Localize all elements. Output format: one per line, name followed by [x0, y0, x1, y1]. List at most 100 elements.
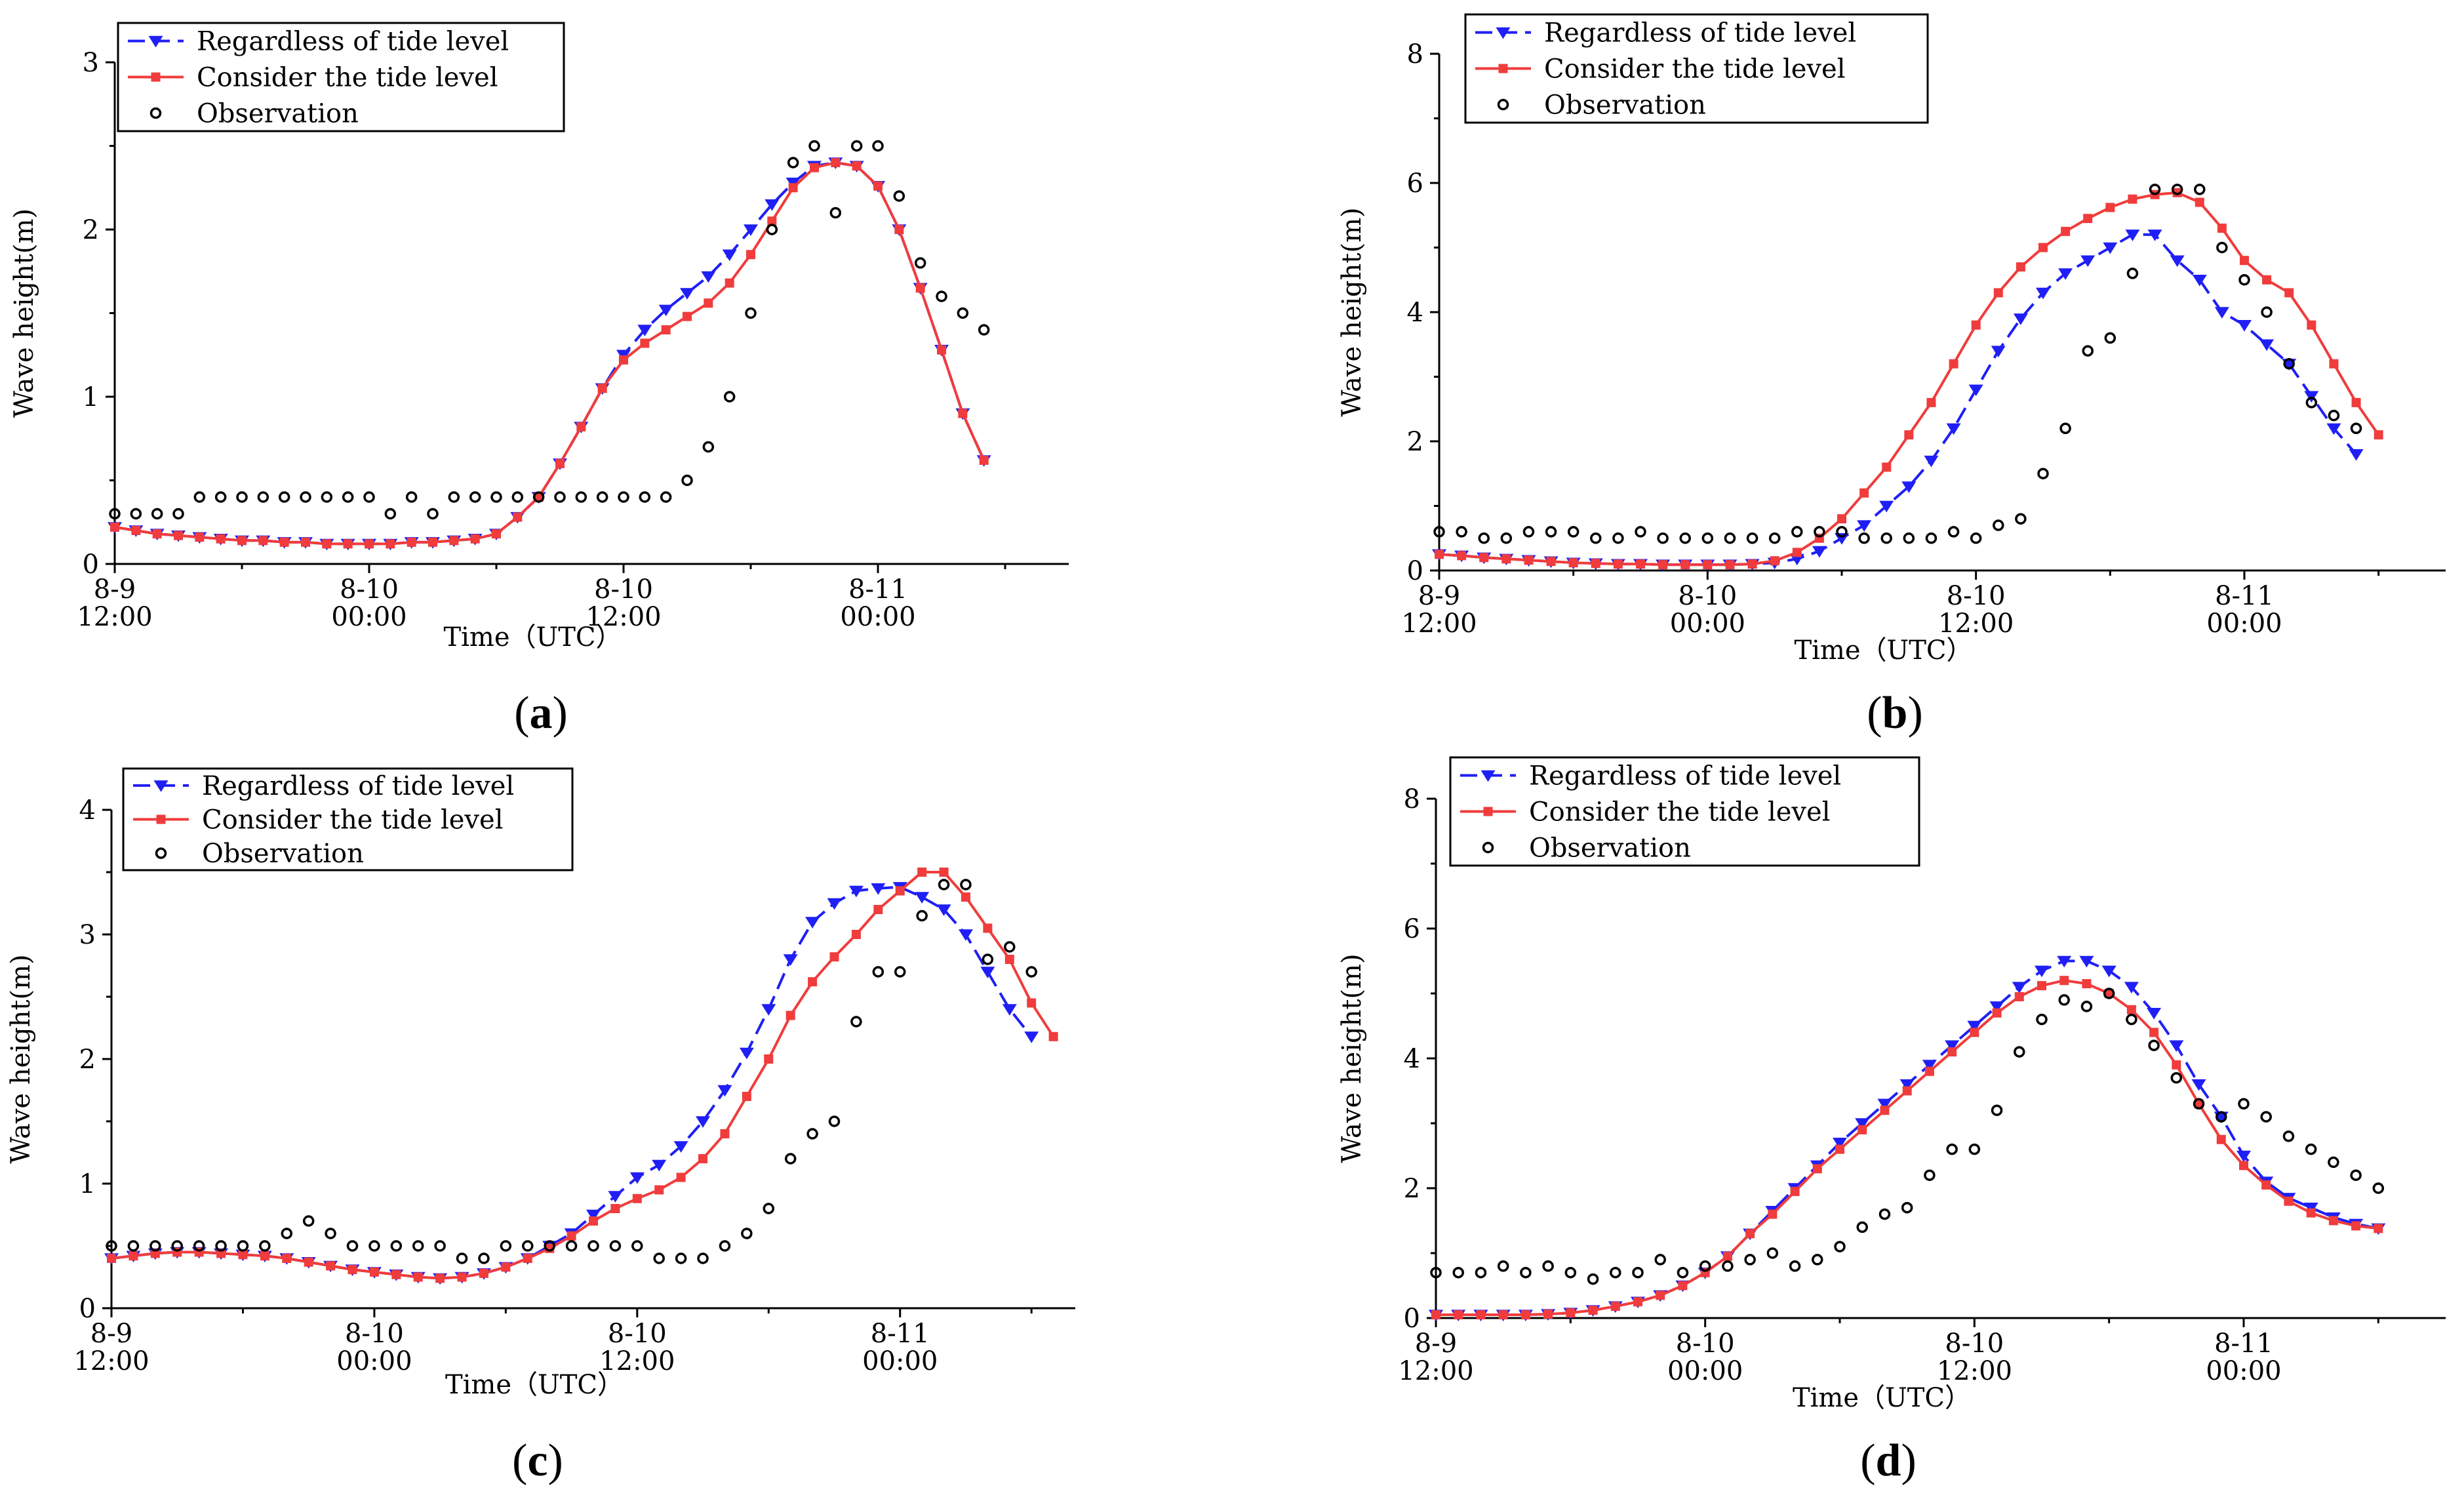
data-point-consider — [788, 183, 798, 193]
data-point-observation — [894, 966, 906, 978]
data-point-observation — [171, 1240, 183, 1252]
data-point-consider — [195, 532, 205, 542]
data-point-observation — [938, 879, 950, 891]
data-point-observation — [2350, 422, 2362, 435]
data-point-consider — [1947, 1047, 1957, 1057]
data-point-consider — [619, 355, 628, 365]
data-point-observation — [1834, 1241, 1846, 1252]
data-point-consider — [894, 225, 904, 234]
data-point-consider — [428, 537, 437, 547]
y-tick-label: 0 — [1407, 556, 1423, 586]
data-point-observation — [829, 207, 842, 219]
data-point-observation — [1545, 526, 1557, 538]
data-point-observation — [1724, 532, 1736, 544]
data-point-observation — [1677, 1266, 1689, 1279]
data-point-observation — [618, 491, 629, 503]
data-point-consider — [1971, 320, 1981, 330]
data-point-observation — [1924, 1169, 1936, 1181]
legend-label-observation: Observation — [202, 839, 364, 869]
data-point-consider — [1027, 998, 1037, 1008]
data-point-consider — [1837, 514, 1846, 524]
x-tick-label-date: 8-10 — [594, 574, 653, 605]
data-point-observation — [1836, 526, 1848, 538]
data-point-consider — [2262, 275, 2272, 285]
data-point-observation — [766, 224, 778, 235]
data-point-consider — [1431, 1310, 1441, 1320]
data-point-regardless — [2191, 1079, 2206, 1091]
data-point-consider — [2194, 1099, 2204, 1109]
data-point-consider — [720, 1129, 730, 1138]
data-point-observation — [1812, 1254, 1823, 1266]
data-point-observation — [1430, 1266, 1442, 1279]
series-line-consider — [1436, 979, 2379, 1317]
data-point-regardless — [2125, 230, 2140, 241]
data-point-observation — [2238, 274, 2250, 286]
data-point-consider — [1722, 1251, 1732, 1261]
data-point-observation — [565, 1240, 578, 1252]
data-point-regardless — [2236, 1150, 2251, 1163]
data-point-observation — [1478, 532, 1490, 544]
data-point-consider — [435, 1273, 445, 1283]
data-point-observation — [2036, 1013, 2048, 1026]
data-point-consider — [917, 868, 927, 877]
panel-label-open: ( — [1860, 1435, 1875, 1486]
x-tick-label-date: 8-10 — [1676, 1329, 1735, 1359]
legend-marker-consider — [1483, 807, 1493, 816]
data-point-observation — [936, 290, 947, 302]
data-point-observation — [2171, 184, 2183, 195]
data-point-observation — [2126, 1013, 2137, 1026]
data-point-regardless — [1945, 1040, 1960, 1052]
data-point-observation — [1878, 1208, 1891, 1220]
data-point-observation — [2103, 988, 2115, 999]
data-point-consider — [449, 536, 459, 546]
data-point-consider — [470, 534, 480, 544]
data-point-observation — [697, 1252, 709, 1264]
data-point-observation — [2216, 241, 2228, 254]
data-point-observation — [1947, 526, 1960, 538]
data-point-regardless — [2169, 1040, 2184, 1052]
series-line-consider — [114, 161, 985, 546]
data-point-regardless — [1991, 346, 2006, 357]
x-tick-label-time: 00:00 — [2206, 609, 2282, 639]
x-tick-label-time: 12:00 — [1401, 609, 1477, 639]
y-tick-label: 3 — [83, 48, 99, 78]
data-point-observation — [2328, 409, 2340, 422]
data-point-consider — [2059, 976, 2069, 986]
legend-label-observation: Observation — [1544, 90, 1706, 121]
data-point-observation — [1004, 941, 1016, 953]
data-point-observation — [1789, 1260, 1801, 1272]
data-point-observation — [427, 508, 439, 520]
data-point-consider — [810, 163, 819, 172]
data-point-consider — [1926, 397, 1936, 407]
data-point-observation — [2059, 422, 2071, 435]
data-point-observation — [850, 140, 863, 152]
data-point-consider — [1636, 559, 1645, 569]
panel-label-close: ) — [1901, 1435, 1916, 1486]
data-point-consider — [2061, 226, 2071, 236]
data-point-consider — [566, 1231, 576, 1241]
legend-marker-regardless — [1480, 770, 1496, 782]
data-point-observation — [2305, 1143, 2317, 1155]
data-point-observation — [1520, 1266, 1532, 1279]
data-point-regardless — [1899, 1079, 1915, 1091]
data-point-consider — [1859, 488, 1869, 498]
data-point-observation — [281, 1228, 293, 1239]
data-point-consider — [1476, 1310, 1486, 1320]
data-point-consider — [216, 534, 226, 544]
data-point-regardless — [717, 1085, 732, 1097]
y-tick-label: 6 — [1404, 914, 1420, 944]
data-point-regardless — [2057, 955, 2072, 968]
data-point-regardless — [1968, 384, 1983, 397]
data-point-consider — [640, 338, 650, 348]
data-point-consider — [258, 536, 268, 546]
data-point-consider — [1658, 560, 1668, 570]
data-point-consider — [2239, 1161, 2248, 1171]
data-point-observation — [325, 1228, 336, 1239]
x-tick-label-time: 12:00 — [73, 1346, 149, 1376]
panel-label-close: ) — [548, 1435, 563, 1486]
data-point-regardless — [586, 1209, 601, 1222]
data-point-consider — [937, 345, 946, 355]
data-point-consider — [1812, 1164, 1822, 1174]
data-point-consider — [1454, 1310, 1463, 1320]
